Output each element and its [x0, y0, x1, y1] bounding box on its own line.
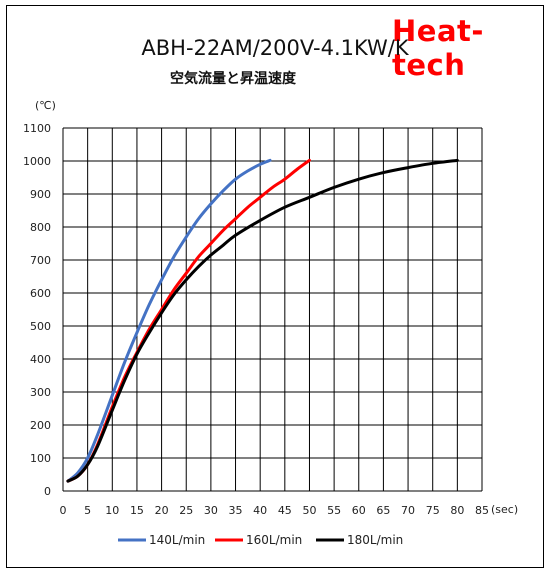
chart-frame	[6, 5, 544, 568]
x-tick-label: 25	[179, 504, 193, 517]
series-line-1	[66, 158, 272, 483]
x-tick-label: 5	[84, 504, 91, 517]
x-tick-label: 85	[475, 504, 489, 517]
x-tick-label: 40	[253, 504, 267, 517]
y-tick-label: 900	[30, 188, 51, 201]
chart-subtitle: 空気流量と昇温速度	[170, 71, 296, 87]
legend-label: 160L/min	[246, 533, 302, 547]
x-tick-label: 70	[401, 504, 415, 517]
x-tick-label: 35	[229, 504, 243, 517]
brand-logo: Heat-tech	[392, 14, 484, 82]
chart-title: ABH-22AM/200V-4.1KW/K	[141, 36, 409, 60]
y-tick-label: 500	[30, 320, 51, 333]
x-tick-label: 30	[204, 504, 218, 517]
x-tick-label: 50	[302, 504, 316, 517]
series-line-3	[66, 158, 459, 483]
y-tick-label: 300	[30, 386, 51, 399]
x-axis-label: (sec)	[491, 503, 518, 516]
legend-label: 180L/min	[347, 533, 403, 547]
y-tick-label: 1000	[23, 155, 51, 168]
y-tick-label: 200	[30, 419, 51, 432]
y-tick-label: 0	[44, 485, 51, 498]
x-tick-label: 75	[426, 504, 440, 517]
x-tick-label: 45	[278, 504, 292, 517]
x-tick-label: 65	[376, 504, 390, 517]
y-tick-label: 800	[30, 221, 51, 234]
x-tick-label: 10	[105, 504, 119, 517]
y-tick-label: 1100	[23, 122, 51, 135]
x-tick-label: 20	[155, 504, 169, 517]
y-axis-label: (℃)	[35, 99, 56, 112]
x-tick-label: 80	[450, 504, 464, 517]
y-tick-label: 600	[30, 287, 51, 300]
y-tick-label: 100	[30, 452, 51, 465]
x-tick-label: 15	[130, 504, 144, 517]
y-tick-label: 400	[30, 353, 51, 366]
x-tick-label: 60	[352, 504, 366, 517]
x-tick-label: 0	[60, 504, 67, 517]
x-tick-label: 55	[327, 504, 341, 517]
y-tick-label: 700	[30, 254, 51, 267]
legend-label: 140L/min	[149, 533, 205, 547]
